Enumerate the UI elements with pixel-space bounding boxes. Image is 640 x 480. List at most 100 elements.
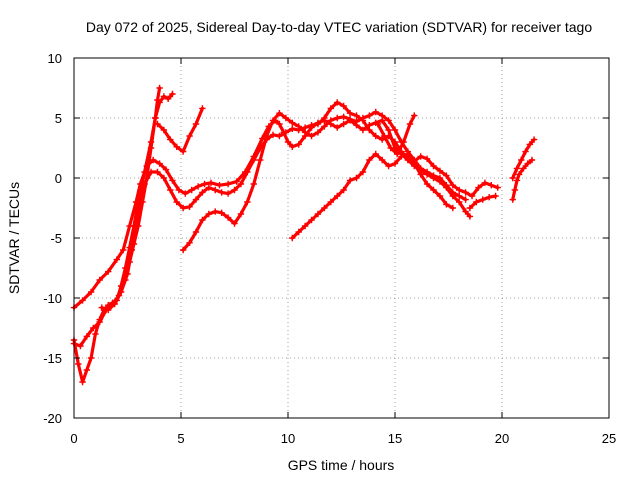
y-tick-labels: -20 -15 -10 -5 0 5 10 — [43, 51, 62, 426]
data-point — [346, 110, 354, 117]
data-point — [224, 180, 232, 188]
series-trace — [72, 92, 174, 384]
data-point — [479, 196, 486, 203]
data-point — [188, 186, 195, 194]
data-point — [391, 138, 399, 146]
data-point — [417, 171, 424, 178]
data-point — [167, 186, 174, 194]
data-point — [147, 138, 155, 146]
data-point — [207, 179, 215, 186]
data-point — [137, 198, 144, 206]
data-point — [179, 148, 187, 155]
data-point — [449, 182, 456, 189]
axis-ticks — [73, 57, 610, 419]
data-point — [269, 131, 277, 138]
data-point — [162, 166, 170, 173]
data-point — [92, 330, 99, 338]
data-point — [192, 120, 200, 128]
data-point — [443, 201, 450, 208]
data-point — [466, 213, 474, 220]
data-point — [475, 184, 482, 191]
y-tick-label: 0 — [55, 171, 62, 186]
data-point — [263, 132, 270, 140]
data-point — [391, 160, 399, 167]
data-point — [385, 117, 392, 124]
data-point — [340, 113, 347, 120]
data-point — [456, 198, 463, 206]
data-point — [509, 196, 516, 203]
data-point — [314, 120, 322, 128]
data-point — [436, 167, 444, 174]
y-tick-label: -15 — [43, 351, 62, 366]
data-point — [105, 306, 112, 314]
data-point — [308, 122, 315, 129]
data-point — [462, 189, 469, 196]
data-point — [105, 268, 112, 275]
data-point — [417, 153, 424, 160]
series-trace — [290, 152, 455, 240]
data-point — [87, 354, 95, 362]
data-point — [513, 165, 521, 172]
data-point — [372, 108, 379, 116]
data-point — [456, 186, 463, 194]
data-point — [334, 124, 341, 131]
data-point — [83, 333, 91, 340]
data-point — [199, 105, 206, 112]
data-point — [96, 316, 103, 323]
data-point — [199, 189, 206, 196]
data-point — [511, 186, 519, 194]
data-point — [282, 129, 290, 136]
data-point — [406, 120, 414, 128]
data-point — [520, 165, 527, 172]
data-point — [201, 180, 208, 188]
data-point — [199, 216, 206, 224]
series-11 — [509, 136, 538, 182]
data-point — [141, 168, 148, 176]
series-8 — [374, 112, 418, 158]
data-point — [156, 99, 163, 106]
y-tick-label: -10 — [43, 291, 62, 306]
y-tick-label: -20 — [43, 411, 62, 426]
data-point — [411, 112, 418, 119]
data-point — [526, 141, 534, 148]
data-point — [387, 144, 394, 152]
data-point — [449, 204, 456, 212]
series-trace — [155, 106, 204, 154]
data-point — [224, 190, 232, 197]
data-point — [128, 246, 135, 254]
data-point — [334, 99, 341, 106]
data-point — [449, 189, 456, 196]
data-point — [173, 198, 180, 206]
x-tick-label: 0 — [70, 431, 77, 446]
data-point — [340, 186, 347, 194]
data-point — [75, 360, 82, 368]
data-point — [321, 114, 328, 122]
data-point — [250, 180, 257, 188]
data-point — [276, 120, 283, 128]
data-point — [411, 160, 418, 167]
data-point — [182, 190, 189, 197]
data-point — [154, 168, 161, 176]
x-tick-label: 20 — [495, 431, 509, 446]
data-point — [353, 118, 360, 125]
data-point — [237, 180, 245, 188]
data-point — [205, 210, 213, 218]
data-point — [256, 156, 264, 164]
data-point — [378, 112, 386, 119]
data-point — [436, 192, 444, 200]
data-point — [124, 270, 131, 278]
x-tick-label: 5 — [177, 431, 184, 446]
series-1 — [70, 117, 474, 311]
data-point — [456, 192, 463, 200]
x-tick-label: 15 — [388, 431, 402, 446]
data-point — [87, 288, 95, 296]
chart-title: Day 072 of 2025, Sidereal Day-to-day VTE… — [86, 19, 593, 35]
data-point — [132, 222, 140, 230]
data-point — [218, 209, 225, 216]
data-point — [530, 136, 538, 143]
data-point — [359, 126, 367, 134]
data-point — [400, 138, 407, 146]
data-point — [212, 208, 219, 215]
x-axis-label: GPS time / hours — [288, 457, 395, 473]
data-point — [359, 114, 367, 122]
